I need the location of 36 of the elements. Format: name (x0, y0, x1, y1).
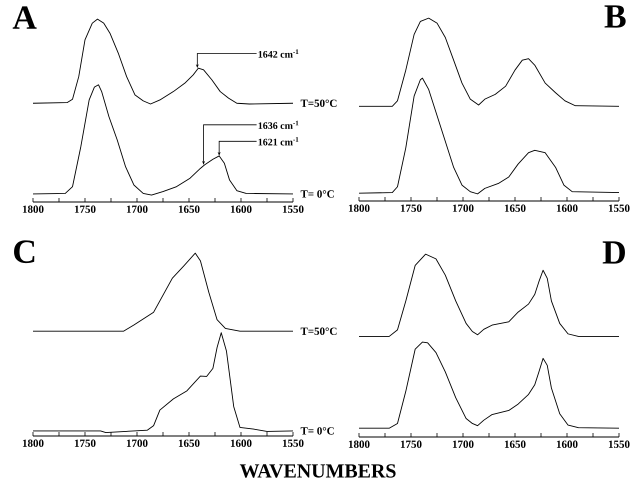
x-tick-label: 1550 (282, 440, 304, 447)
x-axis-title: WAVENUMBERS (240, 464, 396, 478)
chart-title: B (604, 5, 626, 28)
annotation: 1621 cm$^{-1}$ (258, 137, 298, 146)
x-tick-label: 1800 (348, 204, 370, 212)
x-tick-label: 1650 (178, 440, 200, 447)
series-label: T=50°C (300, 100, 336, 107)
x-tick-label: 1600 (556, 204, 578, 212)
x-tick-label: 1650 (504, 204, 526, 212)
annotation: 1642 cm$^{-1}$ (258, 49, 298, 58)
x-tick-label: 1600 (556, 440, 578, 448)
x-tick-label: 1700 (452, 440, 474, 448)
x-tick-label: 1750 (74, 206, 96, 213)
chart-title: D (602, 241, 625, 264)
x-tick-label: 1800 (348, 440, 370, 448)
series-label: T= 0°C (300, 190, 334, 198)
chart-title: C (14, 240, 34, 264)
x-tick-label: 1750 (74, 440, 96, 447)
x-tick-label: 1750 (400, 204, 422, 212)
x-tick-label: 1800 (22, 440, 44, 447)
annotation: 1636 cm$^{-1}$ (258, 120, 298, 129)
x-tick-label: 1600 (230, 440, 252, 447)
x-tick-label: 1550 (282, 206, 304, 213)
chart-title: A (12, 6, 37, 29)
series-label: T=50°C (300, 328, 336, 335)
x-tick-label: 1550 (608, 204, 630, 212)
series-label: T= 0°C (300, 427, 334, 435)
x-tick-label: 1750 (400, 440, 422, 448)
x-tick-label: 1650 (504, 440, 526, 448)
x-tick-label: 1550 (608, 440, 630, 448)
x-tick-label: 1700 (126, 206, 148, 213)
x-tick-label: 1700 (452, 204, 474, 212)
x-tick-label: 1800 (22, 206, 44, 213)
x-tick-label: 1650 (178, 206, 200, 213)
x-tick-label: 1600 (230, 206, 252, 213)
x-tick-label: 1700 (126, 440, 148, 447)
